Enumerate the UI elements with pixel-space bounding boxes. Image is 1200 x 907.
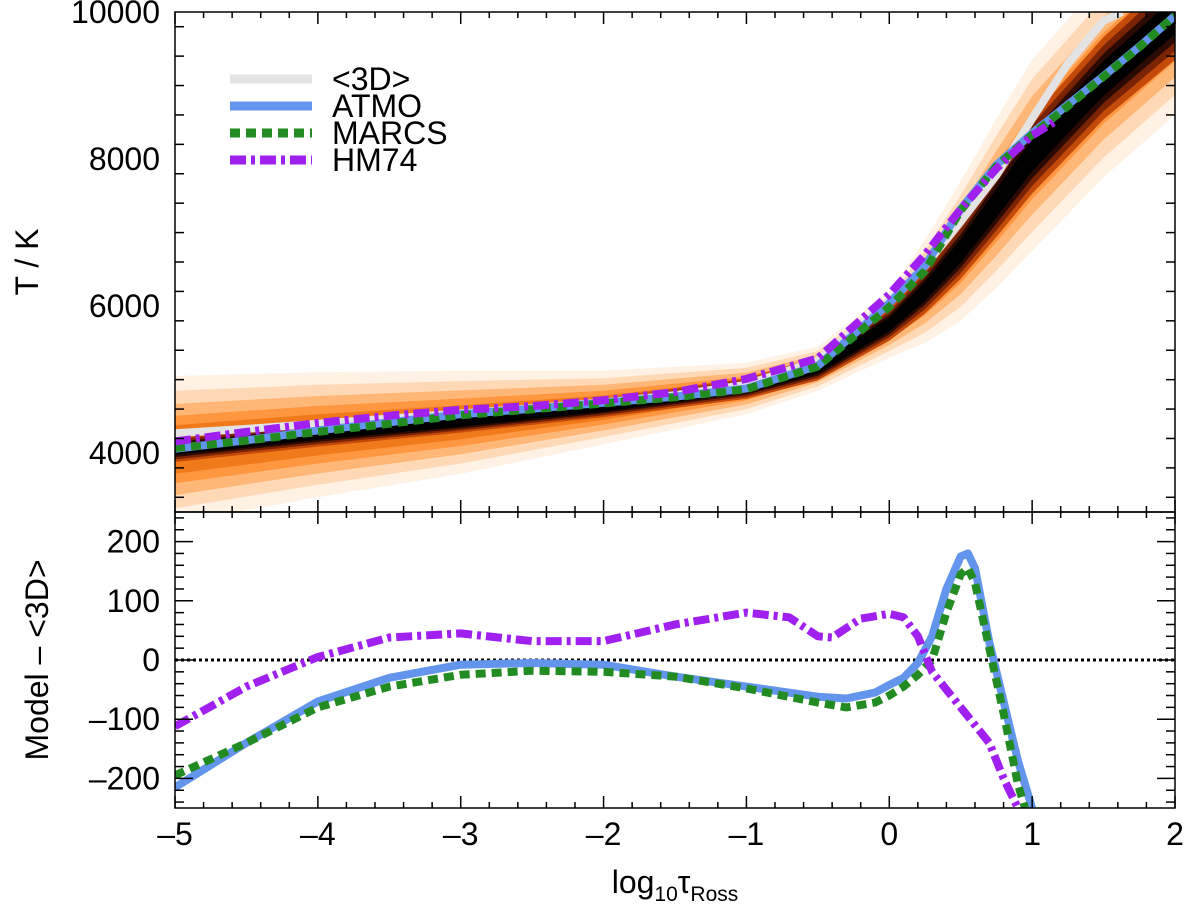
x-tick-label: –5 bbox=[157, 816, 193, 852]
bottom-series-line-marcs bbox=[175, 564, 1029, 808]
legend-label-3d: <3D> bbox=[332, 61, 410, 97]
bottom-y-tick-label: 200 bbox=[107, 524, 160, 560]
legend: <3D> ATMO MARCS HM74 bbox=[230, 61, 448, 178]
legend-label-marcs: MARCS bbox=[332, 115, 448, 151]
top-y-tick-label: 8000 bbox=[89, 141, 160, 177]
x-tick-label: 2 bbox=[1166, 816, 1184, 852]
x-tick-label: 1 bbox=[1023, 816, 1041, 852]
bottom-y-axis-label: Model – <3D> bbox=[19, 559, 55, 760]
bottom-series-line-hm74 bbox=[175, 608, 1022, 808]
top-y-axis-label: T / K bbox=[9, 229, 45, 296]
legend-label-atmo: ATMO bbox=[332, 88, 422, 124]
top-y-tick-label: 10000 bbox=[71, 0, 160, 30]
x-axis-label: log10τRoss bbox=[612, 864, 739, 906]
bottom-axis-ticks bbox=[174, 512, 1176, 808]
top-y-tick-label: 4000 bbox=[89, 435, 160, 471]
x-tick-labels: –5 –4 –3 –2 –1 0 1 2 bbox=[157, 816, 1184, 852]
top-series-line-marcs bbox=[175, 12, 1175, 452]
bottom-y-tick-label: –100 bbox=[89, 701, 160, 737]
top-axis-ticks bbox=[174, 12, 1176, 512]
legend-label-hm74: HM74 bbox=[332, 142, 417, 178]
bottom-y-tick-label: –200 bbox=[89, 760, 160, 796]
x-tick-label: –2 bbox=[586, 816, 622, 852]
x-tick-label: –3 bbox=[443, 816, 479, 852]
temperature-panel: 4000 6000 8000 10000 T / K <3D> ATMO MARCS … bbox=[9, 0, 1176, 513]
bottom-series-line-atmo bbox=[175, 549, 1036, 808]
x-tick-label: –1 bbox=[729, 816, 765, 852]
x-tick-label: –4 bbox=[300, 816, 336, 852]
difference-panel: –200 –100 0 100 200 –5 –4 –3 –2 –1 0 1 2 Model – <3… bbox=[19, 511, 1184, 906]
top-series-line-hm74 bbox=[175, 118, 1056, 446]
x-tick-label: 0 bbox=[880, 816, 898, 852]
density-band bbox=[175, 12, 1175, 512]
temperature-series bbox=[175, 12, 1175, 453]
difference-series bbox=[175, 549, 1175, 808]
density-band-layer-1 bbox=[175, 12, 1175, 509]
top-y-tick-labels: 4000 6000 8000 10000 bbox=[71, 0, 160, 471]
bottom-y-tick-label: 0 bbox=[142, 642, 160, 678]
top-y-tick-label: 6000 bbox=[89, 288, 160, 324]
bottom-y-tick-labels: –200 –100 0 100 200 bbox=[89, 524, 160, 797]
density-band-layer-8 bbox=[175, 12, 1175, 455]
bottom-y-tick-label: 100 bbox=[107, 583, 160, 619]
